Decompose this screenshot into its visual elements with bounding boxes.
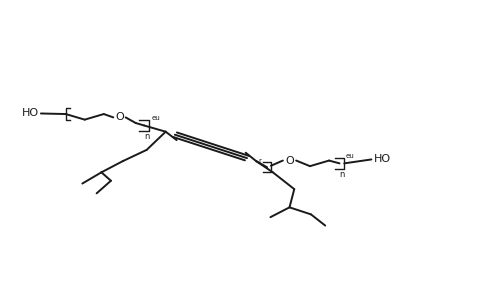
Text: n: n [340, 170, 345, 179]
Text: HO: HO [23, 108, 39, 119]
Text: n: n [144, 132, 149, 141]
Text: O: O [115, 112, 124, 123]
Text: O: O [285, 156, 294, 166]
Text: eu: eu [345, 153, 354, 159]
Text: HO: HO [374, 155, 391, 164]
Text: eu: eu [151, 115, 160, 121]
Text: r: r [258, 158, 261, 164]
